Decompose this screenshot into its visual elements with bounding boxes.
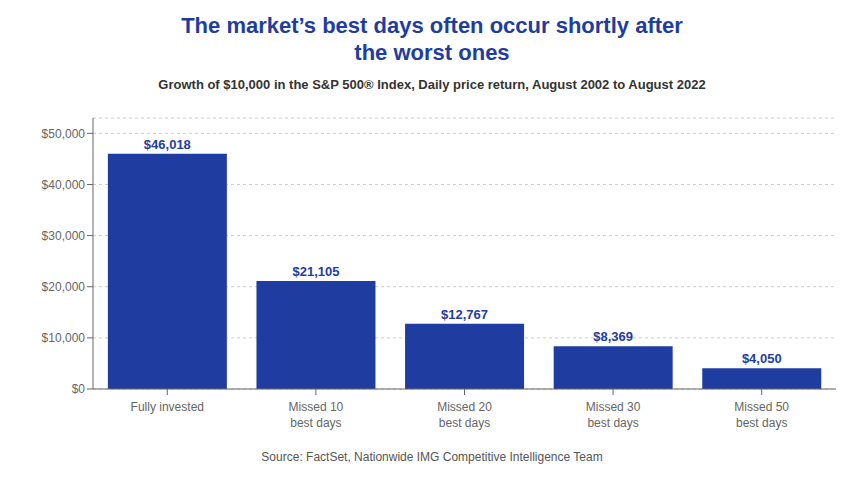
svg-text:$30,000: $30,000 <box>42 229 86 243</box>
svg-text:$50,000: $50,000 <box>42 127 86 141</box>
svg-text:$40,000: $40,000 <box>42 178 86 192</box>
svg-text:$12,767: $12,767 <box>441 307 488 322</box>
svg-text:$4,050: $4,050 <box>742 351 782 366</box>
svg-text:Fully invested: Fully invested <box>131 400 204 414</box>
svg-text:Missed 10best days: Missed 10best days <box>289 400 344 430</box>
html-text:Source: FactSet, Nationwide IM: Source: FactSet, Nationwide IMG Competit… <box>261 450 603 464</box>
html-text:The market’s best days often o: The market’s best days often occur short… <box>181 13 683 38</box>
svg-text:$21,105: $21,105 <box>292 264 339 279</box>
html-text:the worst ones: the worst ones <box>354 40 510 65</box>
svg-text:Missed 20best days: Missed 20best days <box>437 400 492 430</box>
svg-text:Missed 50best days: Missed 50best days <box>734 400 789 430</box>
svg-text:$20,000: $20,000 <box>42 280 86 294</box>
svg-text:$46,018: $46,018 <box>144 137 191 152</box>
svg-text:Missed 30best days: Missed 30best days <box>586 400 641 430</box>
html-text:Growth of $10,000 in the S&P 5: Growth of $10,000 in the S&P 500® Index,… <box>158 77 706 92</box>
svg-text:$0: $0 <box>72 382 86 396</box>
svg-text:$8,369: $8,369 <box>593 329 633 344</box>
svg-text:$10,000: $10,000 <box>42 331 86 345</box>
